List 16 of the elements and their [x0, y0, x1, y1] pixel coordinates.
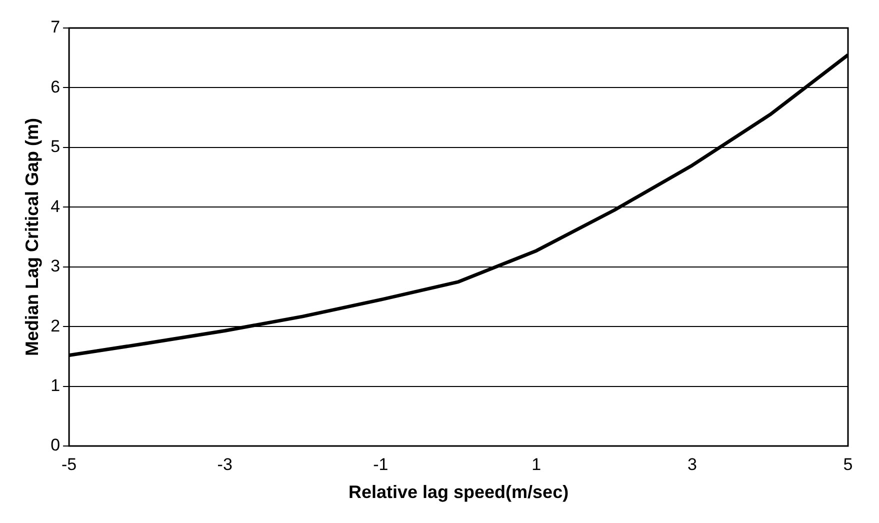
- y-tick-label: 7: [50, 18, 60, 37]
- x-tick-label: 5: [843, 454, 853, 474]
- y-tick-label: 0: [50, 436, 60, 455]
- y-tick-label: 3: [50, 256, 60, 276]
- x-tick-label: -1: [373, 454, 388, 474]
- y-tick-label: 2: [50, 316, 60, 336]
- y-tick-label: 5: [50, 137, 60, 156]
- y-axis-title: Median Lag Critical Gap (m): [22, 118, 42, 356]
- x-tick-label: 3: [687, 454, 697, 474]
- x-tick-label: -5: [61, 454, 77, 474]
- x-tick-label: -3: [217, 454, 232, 474]
- x-tick-label: 1: [532, 454, 542, 474]
- y-tick-label: 4: [50, 196, 60, 216]
- x-axis-title: Relative lag speed(m/sec): [348, 482, 569, 502]
- y-tick-label: 6: [50, 77, 60, 96]
- y-tick-label: 1: [50, 376, 60, 395]
